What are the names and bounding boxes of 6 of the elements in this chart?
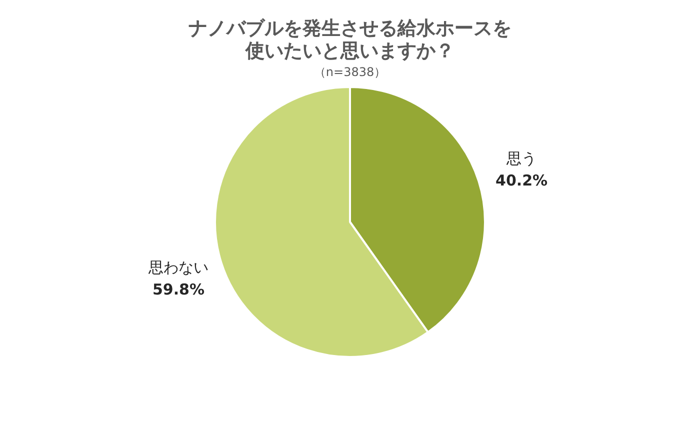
chart-title: ナノバブルを発生させる給水ホースを使いたいと思いますか？ <box>188 17 512 62</box>
data-label: 40.2% <box>496 171 548 190</box>
slice-label: 思わない <box>147 258 208 277</box>
chart-subtitle: （n=3838） <box>314 64 386 79</box>
data-label: 59.8% <box>152 280 204 299</box>
slice-label: 思う <box>506 149 537 168</box>
